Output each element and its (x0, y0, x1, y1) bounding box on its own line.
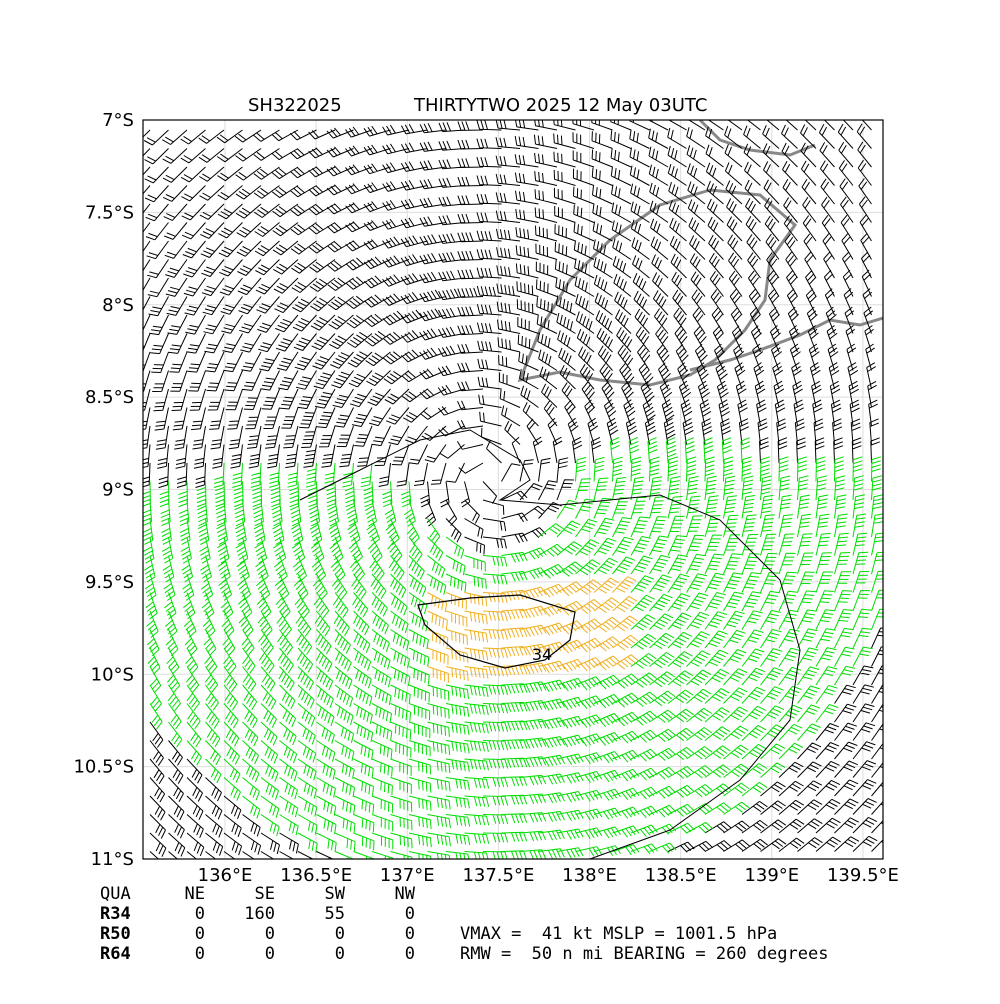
table-cell: 0 (265, 944, 275, 964)
storm-id: SH322025 (248, 95, 342, 116)
table-cell: 0 (405, 904, 415, 924)
table-cell: 0 (265, 924, 275, 944)
table-cell: 55 (325, 904, 345, 924)
x-tick-label: 137°E (380, 865, 435, 886)
contour-label: 34 (532, 645, 552, 664)
barb-group (427, 576, 639, 683)
x-tick-label: 139.5°E (827, 865, 899, 886)
y-tick-label: 9.5°S (85, 572, 134, 593)
table-header: NW (395, 884, 416, 904)
table-cell: R64 (100, 944, 131, 964)
table-cell: 0 (195, 904, 205, 924)
x-tick-label: 139°E (744, 865, 799, 886)
y-tick-label: 8.5°S (85, 387, 134, 408)
barb-group (143, 120, 883, 859)
x-tick-label: 138.5°E (645, 865, 717, 886)
summary-line: RMW = 50 n mi BEARING = 260 degrees (460, 944, 828, 964)
y-tick-label: 8°S (102, 295, 134, 316)
table-cell: 0 (405, 924, 415, 944)
table-cell: 160 (244, 904, 275, 924)
wind-barbs (143, 120, 883, 859)
y-tick-label: 7.5°S (85, 202, 134, 223)
y-tick-label: 11°S (91, 849, 134, 870)
title: THIRTYTWO 2025 12 May 03UTC (413, 95, 707, 116)
y-tick-label: 7°S (102, 110, 134, 131)
y-tick-label: 10.5°S (73, 757, 134, 778)
table-cell: R34 (100, 904, 131, 924)
table-cell: 0 (335, 944, 345, 964)
x-tick-label: 138°E (562, 865, 617, 886)
table-header: SE (255, 884, 275, 904)
y-tick-label: 10°S (91, 664, 134, 685)
table-cell: 0 (405, 944, 415, 964)
table-header: SW (325, 884, 346, 904)
x-tick-label: 137.5°E (462, 865, 534, 886)
table-cell: 0 (195, 944, 205, 964)
table-cell: 0 (195, 924, 205, 944)
x-tick-label: 136.5°E (280, 865, 352, 886)
barb-group (143, 437, 883, 859)
contours (299, 429, 801, 859)
x-tick-label: 136°E (198, 865, 253, 886)
map-frame (142, 119, 884, 860)
table-cell: R50 (100, 924, 131, 944)
coastline (517, 120, 883, 387)
y-tick-label: 9°S (102, 480, 134, 501)
table-cell: 0 (335, 924, 345, 944)
summary-line: VMAX = 41 kt MSLP = 1001.5 hPa (460, 924, 777, 944)
table-header: NE (185, 884, 205, 904)
table-header: QUA (100, 884, 131, 904)
